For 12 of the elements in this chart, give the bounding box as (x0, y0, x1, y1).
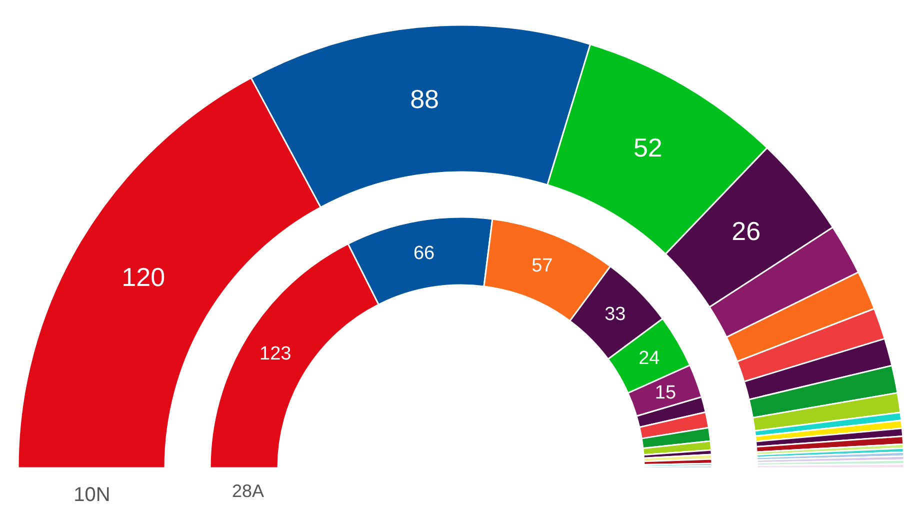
slice-label: 28A (232, 481, 264, 501)
data-label: 26 (732, 216, 761, 246)
data-label: 123 (260, 344, 292, 365)
data-label: 52 (633, 132, 662, 163)
data-label: 33 (604, 304, 626, 325)
slice-label: 10N (74, 484, 110, 506)
data-label: 15 (654, 382, 676, 404)
data-label: 24 (638, 348, 660, 369)
data-label: 88 (410, 84, 439, 114)
data-label: 57 (532, 256, 553, 277)
data-label: 120 (122, 262, 166, 292)
data-label: 66 (413, 243, 435, 264)
